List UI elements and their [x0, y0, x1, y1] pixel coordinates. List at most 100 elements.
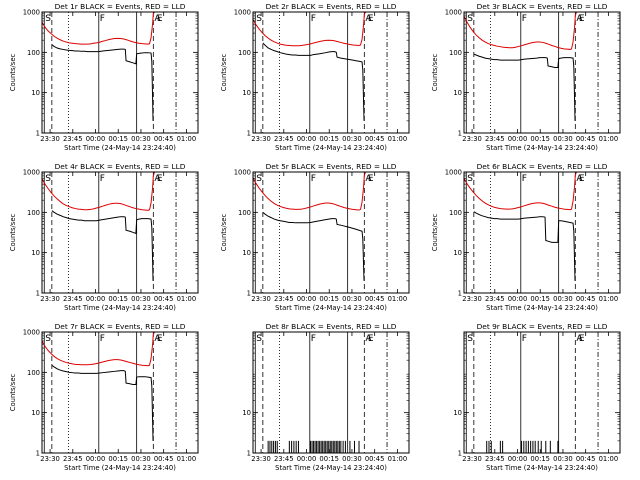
series-group — [267, 440, 360, 453]
chart-title: Det 1r BLACK = Events, RED = LLD — [55, 2, 186, 11]
x-tick-label: 00:15 — [108, 135, 128, 143]
x-tick-label: 00:00 — [86, 295, 106, 303]
event-marker-a: A — [154, 334, 161, 344]
event-lines — [465, 12, 599, 133]
event-marker-a: A — [576, 14, 583, 24]
y-tick-label: 10 — [242, 409, 251, 417]
series-group — [42, 332, 155, 441]
x-tick-label: 23:45 — [274, 135, 294, 143]
y-axis-label: Counts/sec — [431, 54, 439, 92]
chart-title: Det 9r BLACK = Events, RED = LLD — [477, 322, 608, 331]
x-tick-label: 00:45 — [576, 295, 596, 303]
event-marker-s: S — [256, 14, 262, 24]
y-tick-label: 1000 — [23, 169, 40, 177]
x-axis-label: Start Time (24-May-14 23:24:40) — [486, 144, 598, 152]
x-tick-label: 23:30 — [462, 455, 482, 463]
x-tick-label: 00:15 — [319, 135, 339, 143]
event-marker-a: A — [576, 334, 583, 344]
y-tick-label: 1 — [36, 450, 40, 458]
y-tick-label: 1 — [458, 290, 462, 298]
chart-title: Det 6r BLACK = Events, RED = LLD — [477, 162, 608, 171]
event-marker-e: E — [579, 334, 585, 344]
series-line-events — [51, 364, 154, 441]
x-tick-label: 00:30 — [342, 455, 362, 463]
x-tick-label: 00:00 — [86, 135, 106, 143]
event-marker-a: A — [576, 174, 583, 184]
chart-title: Det 8r BLACK = Events, RED = LLD — [266, 322, 397, 331]
event-lines — [465, 332, 599, 453]
event-marker-a: A — [365, 174, 372, 184]
x-tick-label: 00:30 — [553, 295, 573, 303]
series-line-events — [262, 42, 365, 121]
series-line-lld — [253, 172, 367, 211]
x-axis-label: Start Time (24-May-14 23:24:40) — [486, 304, 598, 312]
y-tick-label: 100 — [238, 209, 251, 217]
x-tick-label: 01:00 — [599, 295, 619, 303]
y-tick-label: 1 — [458, 130, 462, 138]
x-tick-label: 23:30 — [251, 135, 271, 143]
plot-frame — [463, 11, 621, 134]
chart-panel-6: Det 6r BLACK = Events, RED = LLD Counts/s… — [431, 162, 621, 312]
y-axis-label: Counts/sec — [431, 214, 439, 252]
x-tick-label: 00:30 — [553, 455, 573, 463]
x-tick-label: 00:30 — [342, 135, 362, 143]
x-axis-label: Start Time (24-May-14 23:24:40) — [64, 464, 176, 472]
event-marker-s: S — [256, 174, 262, 184]
x-axis-label: Start Time (24-May-14 23:24:40) — [64, 304, 176, 312]
y-tick-label: 1000 — [23, 9, 40, 17]
series-line-lld — [42, 12, 155, 45]
chart-panel-9: Det 9r BLACK = Events, RED = LLD Start Ti… — [453, 322, 621, 472]
event-lines — [254, 12, 388, 133]
event-marker-a: A — [154, 14, 161, 24]
y-tick-label: 1 — [458, 450, 462, 458]
x-tick-label: 00:15 — [530, 135, 550, 143]
x-tick-label: 23:45 — [485, 455, 505, 463]
x-tick-label: 23:45 — [485, 135, 505, 143]
chart-title: Det 3r BLACK = Events, RED = LLD — [477, 2, 608, 11]
series-line-lld — [464, 12, 578, 50]
x-axis-label: Start Time (24-May-14 23:24:40) — [275, 464, 387, 472]
event-lines — [254, 332, 388, 453]
x-tick-label: 01:00 — [388, 455, 408, 463]
event-lines — [43, 332, 177, 453]
y-tick-label: 100 — [238, 49, 251, 57]
chart-panel-5: Det 5r BLACK = Events, RED = LLD Counts/s… — [220, 162, 410, 312]
event-marker-a: A — [365, 334, 372, 344]
x-tick-label: 23:45 — [63, 295, 83, 303]
x-tick-label: 00:45 — [365, 295, 385, 303]
y-tick-label: 10 — [31, 409, 40, 417]
event-marker-e: E — [157, 174, 163, 184]
x-tick-label: 00:00 — [86, 455, 106, 463]
event-marker-e: E — [368, 174, 374, 184]
x-tick-label: 01:00 — [177, 135, 197, 143]
plot-frame — [463, 171, 621, 294]
y-tick-label: 100 — [449, 49, 462, 57]
event-lines — [465, 172, 599, 293]
chart-panel-3: Det 3r BLACK = Events, RED = LLD Counts/s… — [431, 2, 621, 152]
chart-panel-7: Det 7r BLACK = Events, RED = LLD Counts/s… — [9, 322, 199, 472]
event-marker-f: F — [100, 334, 105, 344]
event-marker-s: S — [256, 334, 262, 344]
x-axis-label: Start Time (24-May-14 23:24:40) — [486, 464, 598, 472]
y-tick-label: 1000 — [23, 329, 40, 337]
x-tick-label: 01:00 — [177, 295, 197, 303]
x-tick-label: 00:00 — [297, 295, 317, 303]
x-tick-label: 00:45 — [576, 135, 596, 143]
series-line-events — [51, 210, 154, 281]
plot-frame — [41, 171, 199, 294]
x-axis-label: Start Time (24-May-14 23:24:40) — [275, 304, 387, 312]
event-marker-s: S — [467, 334, 473, 344]
chart-panel-1: Det 1r BLACK = Events, RED = LLD Counts/s… — [9, 2, 199, 152]
chart-panel-8: Det 8r BLACK = Events, RED = LLD Start Ti… — [242, 322, 410, 472]
x-tick-label: 00:15 — [530, 295, 550, 303]
chart-title: Det 4r BLACK = Events, RED = LLD — [55, 162, 186, 171]
y-tick-label: 10 — [31, 89, 40, 97]
y-tick-label: 10 — [453, 249, 462, 257]
y-tick-label: 1 — [247, 290, 251, 298]
y-tick-label: 10 — [453, 409, 462, 417]
x-tick-label: 00:45 — [154, 135, 174, 143]
x-tick-label: 01:00 — [599, 135, 619, 143]
series-line-lld — [42, 332, 155, 367]
x-tick-label: 00:00 — [297, 135, 317, 143]
